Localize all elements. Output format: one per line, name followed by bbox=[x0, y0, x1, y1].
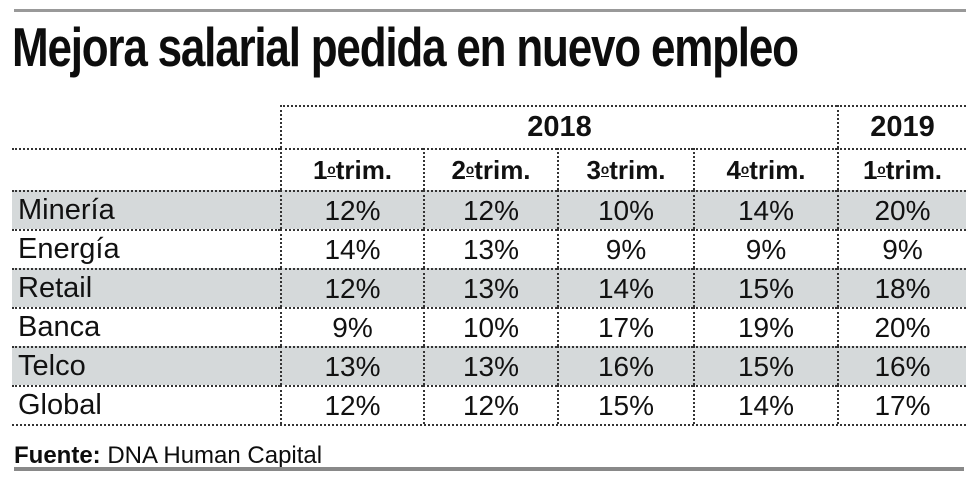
value-cell: 12% bbox=[423, 190, 557, 229]
value-cell: 20% bbox=[837, 307, 966, 346]
row-label-mineria: Minería bbox=[12, 190, 280, 229]
row-label-banca: Banca bbox=[12, 307, 280, 346]
value-cell: 12% bbox=[423, 385, 557, 424]
value-cell: 15% bbox=[693, 346, 837, 385]
value-cell: 10% bbox=[423, 307, 557, 346]
row-label-global: Global bbox=[12, 385, 280, 424]
value-cell: 13% bbox=[423, 229, 557, 268]
value-cell: 14% bbox=[693, 190, 837, 229]
value-cell: 13% bbox=[280, 346, 423, 385]
value-cell: 17% bbox=[557, 307, 693, 346]
row-label-retail: Retail bbox=[12, 268, 280, 307]
value-cell: 19% bbox=[693, 307, 837, 346]
value-cell: 9% bbox=[693, 229, 837, 268]
value-cell: 13% bbox=[423, 268, 557, 307]
value-cell: 9% bbox=[557, 229, 693, 268]
value-cell: 14% bbox=[280, 229, 423, 268]
year-header-2019: 2019 bbox=[837, 105, 966, 148]
value-cell: 12% bbox=[280, 385, 423, 424]
value-cell: 16% bbox=[837, 346, 966, 385]
top-divider-rule bbox=[14, 9, 966, 12]
value-cell: 16% bbox=[557, 346, 693, 385]
source-label: Fuente: bbox=[14, 442, 101, 469]
source-text: DNA Human Capital bbox=[107, 442, 323, 469]
value-cell: 15% bbox=[557, 385, 693, 424]
value-cell: 12% bbox=[280, 268, 423, 307]
value-cell: 17% bbox=[837, 385, 966, 424]
source-line: Fuente: DNA Human Capital bbox=[14, 442, 322, 470]
value-cell: 15% bbox=[693, 268, 837, 307]
quarter-header-2018-q4: 4 o trim. bbox=[693, 148, 837, 190]
quarter-header-2018-q3: 3 o trim. bbox=[557, 148, 693, 190]
year-header-2018: 2018 bbox=[280, 105, 837, 148]
value-cell: 10% bbox=[557, 190, 693, 229]
spacer-cell bbox=[12, 105, 280, 148]
row-label-energia: Energía bbox=[12, 229, 280, 268]
row-label-telco: Telco bbox=[12, 346, 280, 385]
value-cell: 12% bbox=[280, 190, 423, 229]
value-cell: 18% bbox=[837, 268, 966, 307]
quarter-header-2019-q1: 1 o trim. bbox=[837, 148, 966, 190]
quarter-header-2018-q1: 1 o trim. bbox=[280, 148, 423, 190]
value-cell: 9% bbox=[837, 229, 966, 268]
bottom-divider-rule bbox=[14, 467, 964, 471]
value-cell: 9% bbox=[280, 307, 423, 346]
spacer-cell bbox=[12, 148, 280, 190]
value-cell: 13% bbox=[423, 346, 557, 385]
value-cell: 14% bbox=[693, 385, 837, 424]
page-title: Mejora salarial pedida en nuevo empleo bbox=[12, 16, 799, 78]
value-cell: 20% bbox=[837, 190, 966, 229]
value-cell: 14% bbox=[557, 268, 693, 307]
